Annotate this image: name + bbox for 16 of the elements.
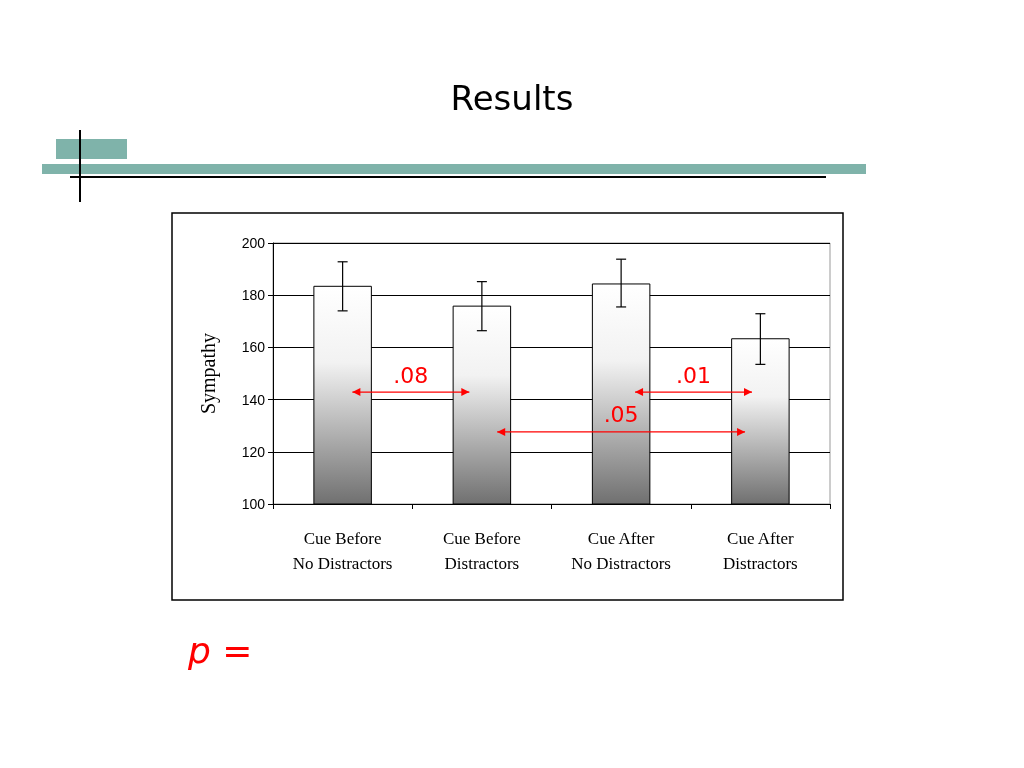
x-tick-label: Cue After No Distractors bbox=[571, 529, 671, 573]
y-tick-label: 120 bbox=[241, 443, 266, 460]
y-tick-label: 200 bbox=[241, 235, 266, 251]
annotation: .01 bbox=[676, 362, 712, 388]
y-tick-label: 160 bbox=[241, 339, 266, 356]
y-tick-label: 180 bbox=[241, 287, 266, 304]
y-tick-label: 100 bbox=[241, 496, 266, 512]
y-axis-title: Sympathy bbox=[197, 332, 220, 415]
x-tick-label: Cue Before No Distractors bbox=[292, 529, 393, 573]
chart-title: Results bbox=[450, 78, 574, 118]
x-tick-label: Cue After Distractors bbox=[723, 529, 798, 573]
annotation: .08 bbox=[393, 362, 429, 388]
annotation: .05 bbox=[603, 402, 639, 428]
x-tick-label: Cue Before Distractors bbox=[442, 529, 521, 573]
text: p = bbox=[187, 629, 253, 671]
y-tick-label: 140 bbox=[241, 391, 266, 408]
